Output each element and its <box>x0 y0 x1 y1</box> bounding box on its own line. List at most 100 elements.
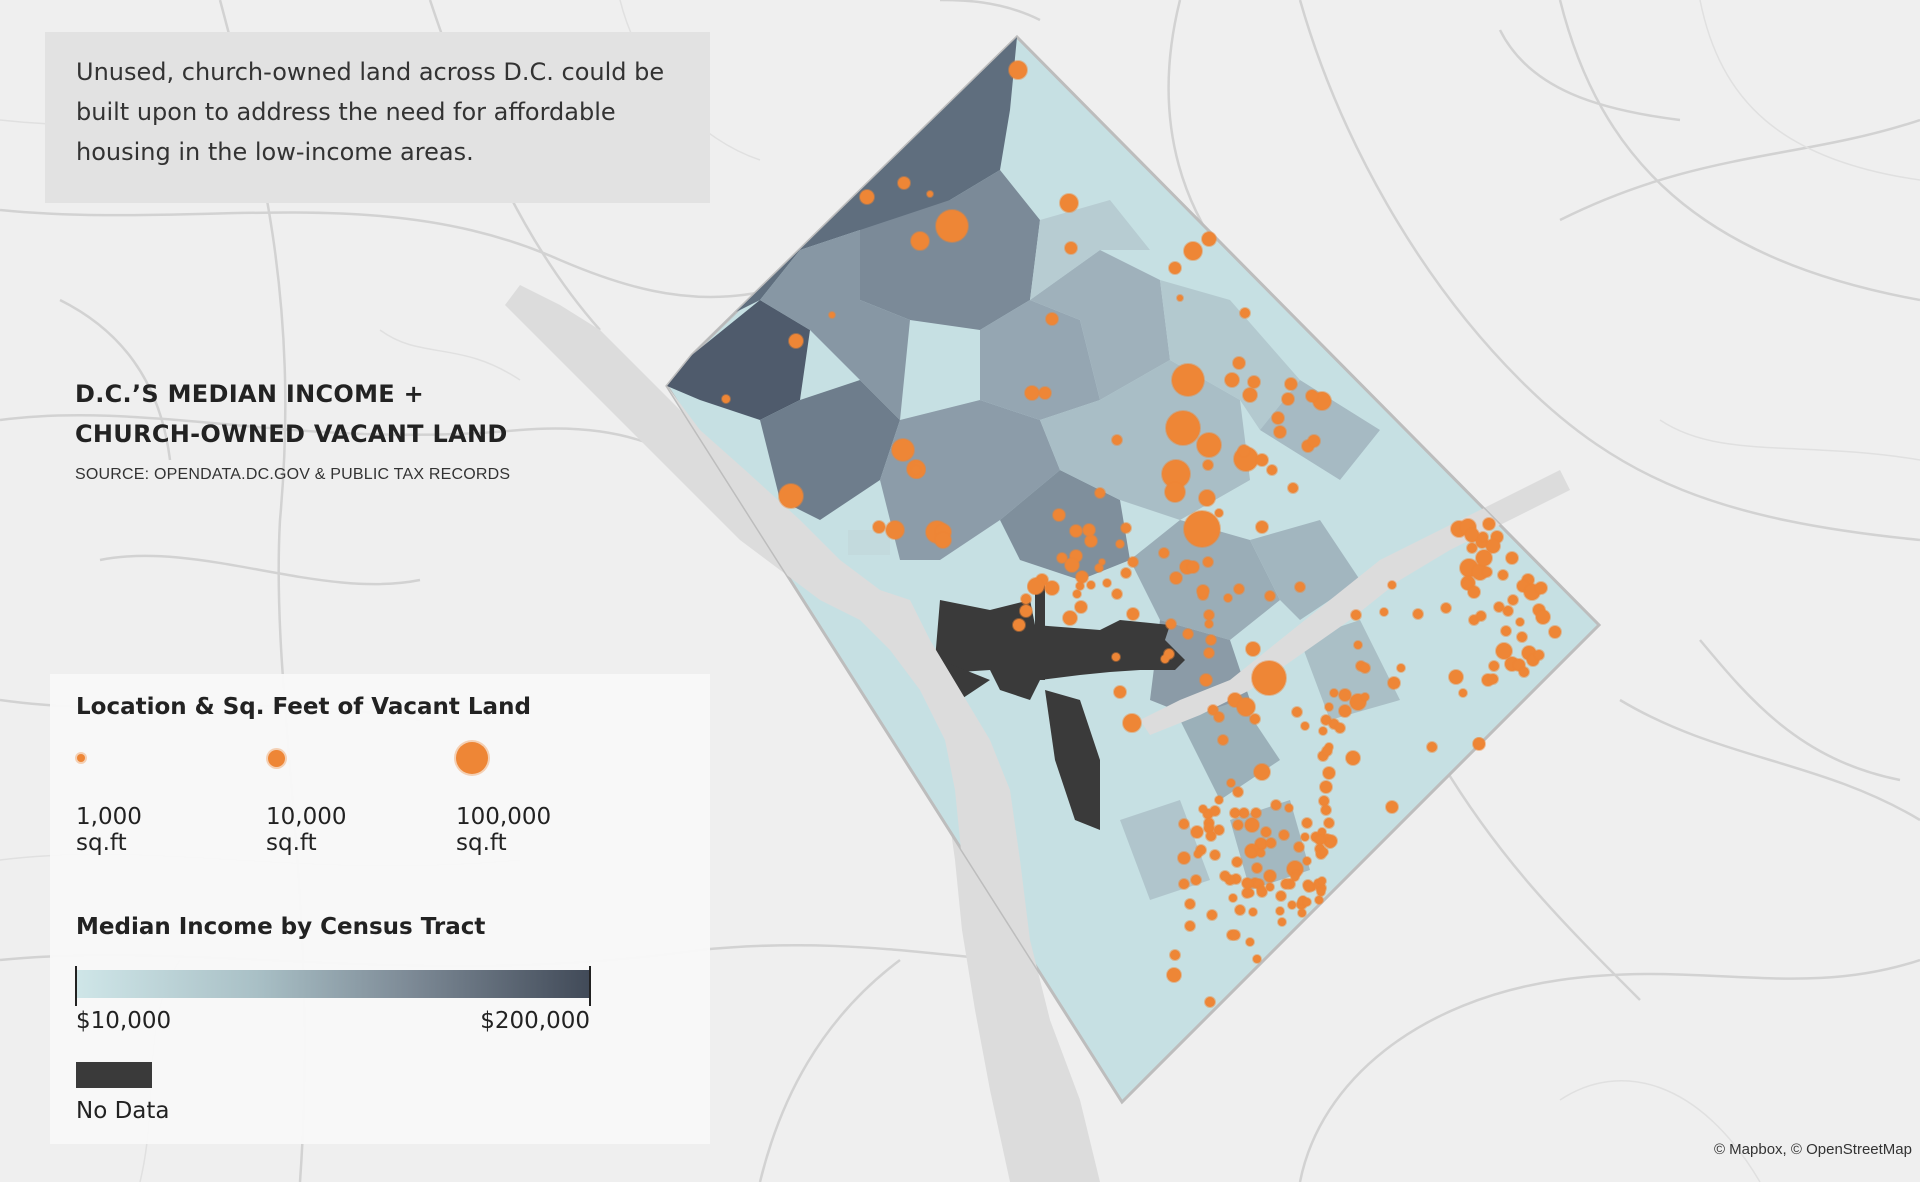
vacant-land-dot <box>1482 517 1496 531</box>
vacant-land-dot <box>1115 539 1125 549</box>
vacant-land-dot <box>1507 594 1519 606</box>
vacant-land-dot <box>1500 625 1512 637</box>
vacant-land-dot <box>1396 663 1406 673</box>
size-label-small-unit: sq.ft <box>76 830 127 856</box>
intro-box: Unused, church-owned land across D.C. co… <box>45 32 710 203</box>
vacant-land-dot <box>1203 647 1215 659</box>
size-label-large-value: 100,000 <box>456 804 552 830</box>
vacant-land-dot <box>1207 704 1219 716</box>
size-label-small-value: 1,000 <box>76 804 142 830</box>
vacant-land-dot <box>1209 849 1221 861</box>
vacant-land-dot <box>1082 523 1096 537</box>
vacant-land-dot <box>1318 726 1328 736</box>
vacant-land-dot <box>1120 522 1132 534</box>
size-label-small: 1,000 sq.ft <box>76 804 142 856</box>
vacant-land-dot <box>1213 711 1225 723</box>
vacant-land-dot <box>1319 780 1333 794</box>
vacant-land-dot <box>1233 583 1245 595</box>
vacant-land-dot <box>1535 609 1551 625</box>
vacant-land-dot <box>1271 411 1285 425</box>
gradient-cap-left <box>75 966 77 1006</box>
map-attribution[interactable]: © Mapbox, © OpenStreetMap <box>1713 1141 1912 1158</box>
vacant-land-dot <box>1206 909 1218 921</box>
vacant-land-dot <box>1516 631 1528 643</box>
vacant-land-dot <box>1475 610 1487 622</box>
vacant-land-dot <box>1302 856 1312 866</box>
vacant-land-dot <box>1320 714 1332 726</box>
vacant-land-dot <box>1158 547 1170 559</box>
vacant-land-dot <box>1321 745 1333 757</box>
vacant-land-dot <box>1345 750 1361 766</box>
vacant-land-dot <box>1165 618 1177 630</box>
vacant-land-dot <box>1273 425 1287 439</box>
vacant-land-dot <box>1213 824 1225 836</box>
vacant-land-dot <box>1291 706 1303 718</box>
vacant-land-dot <box>1284 803 1294 813</box>
vacant-land-dot <box>1052 508 1066 522</box>
vacant-land-dot <box>934 531 952 549</box>
vacant-land-dot <box>1084 534 1098 548</box>
vacant-land-dot <box>1275 906 1285 916</box>
no-data-areas <box>935 585 1185 830</box>
vacant-land-dot <box>1248 907 1258 917</box>
vacant-land-dot <box>1244 817 1260 833</box>
vacant-land-dot <box>1252 954 1262 964</box>
census-tracts <box>667 37 1400 900</box>
vacant-land-dot <box>1226 778 1236 788</box>
map-source: SOURCE: OPENDATA.DC.GOV & PUBLIC TAX REC… <box>75 466 511 483</box>
vacant-land-dot <box>1199 673 1213 687</box>
vacant-land-dot <box>1323 817 1335 829</box>
vacant-land-dot <box>1473 737 1485 749</box>
vacant-land-dot <box>1075 570 1089 584</box>
vacant-land-dot <box>1320 804 1332 816</box>
vacant-land-dot <box>1493 601 1505 613</box>
vacant-land-dot <box>1064 241 1078 255</box>
vacant-land-dot <box>1008 60 1028 80</box>
vacant-land-dot <box>1487 673 1499 685</box>
vacant-land-dot <box>1270 799 1282 811</box>
vacant-land-dot <box>1287 482 1299 494</box>
vacant-land-dot <box>1190 874 1202 886</box>
vacant-land-dot <box>1062 610 1078 626</box>
vacant-land-dot <box>1113 685 1127 699</box>
vacant-land-dot <box>1127 556 1139 568</box>
map-title-line1: D.C.’S MEDIAN INCOME + <box>75 380 425 408</box>
vacant-land-dot <box>1184 920 1196 932</box>
vacant-land-dot <box>935 209 969 243</box>
vacant-land-dot <box>1234 904 1246 916</box>
vacant-land-dot <box>1379 607 1389 617</box>
vacant-land-dot <box>1497 569 1509 581</box>
vacant-land-dot <box>1485 538 1501 554</box>
vacant-land-dot <box>1338 704 1352 718</box>
vacant-land-dot <box>1182 628 1194 640</box>
vacant-land-dot <box>1324 837 1336 849</box>
vacant-land-dot <box>1166 967 1182 983</box>
vacant-land-dot <box>1217 734 1229 746</box>
vacant-land-dot <box>1329 688 1339 698</box>
vacant-land-dot <box>1163 648 1175 660</box>
size-dot-medium <box>268 750 285 767</box>
vacant-land-dot <box>1275 890 1287 902</box>
vacant-land-dot <box>1260 826 1272 838</box>
vacant-land-dot <box>1236 697 1256 717</box>
vacant-land-dot <box>1232 819 1244 831</box>
vacant-land-dot <box>1229 807 1241 819</box>
vacant-land-dot <box>1198 489 1216 507</box>
vacant-land-dot <box>1360 692 1370 702</box>
size-label-large: 100,000 sq.ft <box>456 804 551 856</box>
vacant-land-dot <box>1196 584 1210 598</box>
vacant-land-dot <box>721 394 731 404</box>
vacant-land-dot <box>926 190 934 198</box>
vacant-land-dot <box>1314 895 1324 905</box>
vacant-land-dot <box>1044 580 1060 596</box>
vacant-land-dot <box>1515 617 1525 627</box>
vacant-land-dot <box>1045 312 1059 326</box>
vacant-land-dot <box>1338 688 1352 702</box>
vacant-land-dot <box>1307 434 1321 448</box>
vacant-land-dot <box>1229 929 1241 941</box>
vacant-land-dot <box>1466 542 1478 554</box>
vacant-land-dot <box>1265 837 1277 849</box>
vacant-land-dot <box>1223 593 1233 603</box>
vacant-land-dot <box>1168 261 1182 275</box>
